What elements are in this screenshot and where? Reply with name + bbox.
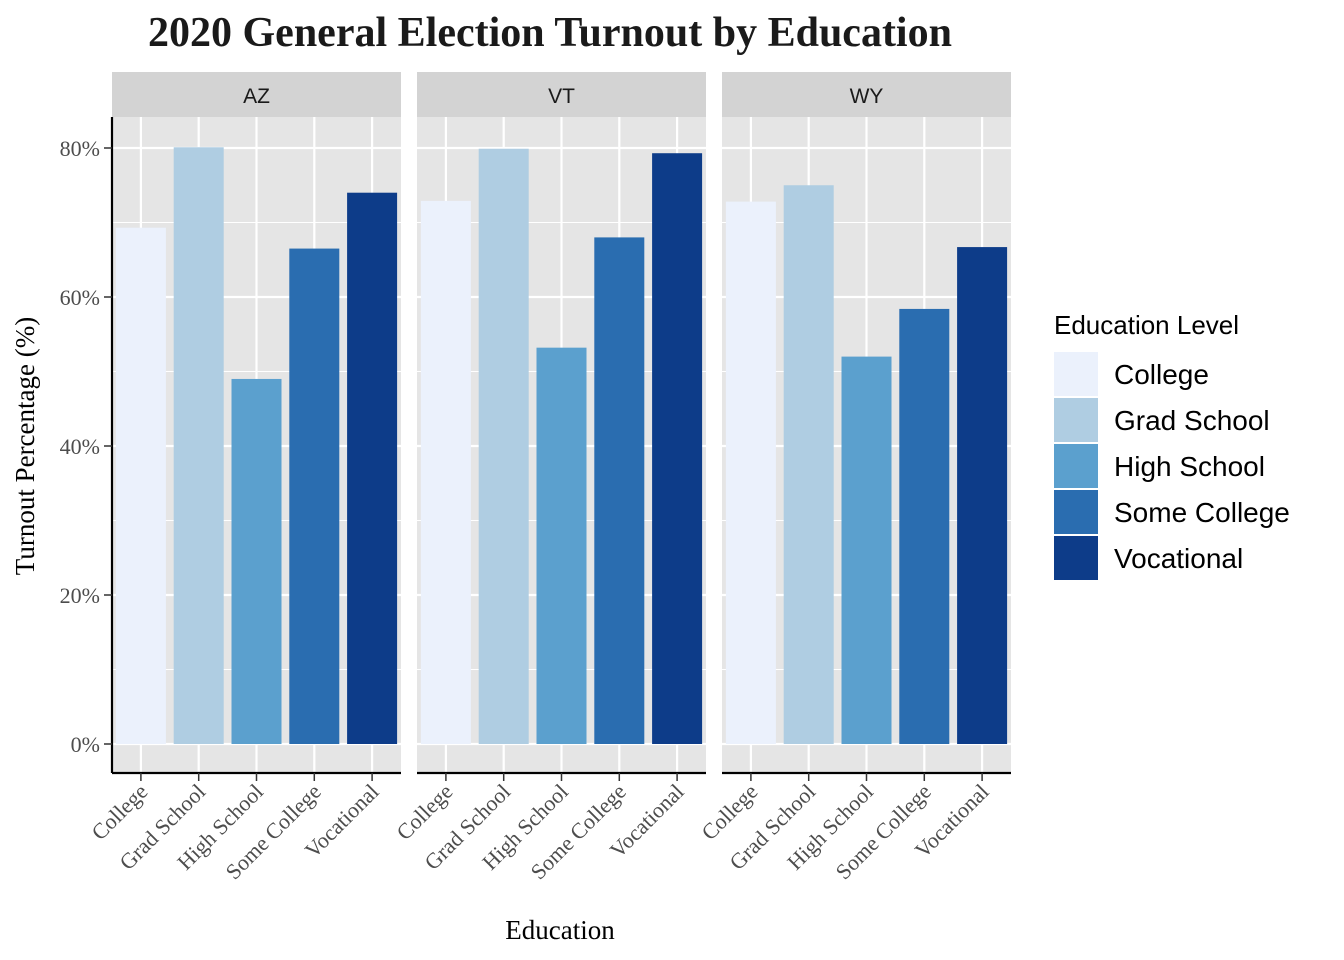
- bar-vt-college: [420, 200, 471, 744]
- bar-az-some-college: [289, 248, 340, 744]
- legend-entry-label: Vocational: [1114, 543, 1243, 574]
- legend-key: [1054, 490, 1098, 534]
- legend-entry-label: College: [1114, 359, 1209, 390]
- legend-entry-label: Grad School: [1114, 405, 1270, 436]
- legend-entry-label: High School: [1114, 451, 1265, 482]
- bar-wy-some-college: [899, 308, 950, 744]
- y-tick-label: 0%: [71, 732, 100, 757]
- legend-key: [1054, 444, 1098, 488]
- legend-key: [1054, 352, 1098, 396]
- bar-az-grad-school: [173, 147, 224, 744]
- bar-vt-high-school: [536, 347, 587, 744]
- facet-strip: [722, 72, 1011, 117]
- bar-wy-grad-school: [783, 185, 834, 744]
- y-tick-label: 60%: [60, 285, 100, 310]
- legend-entry-label: Some College: [1114, 497, 1290, 528]
- bar-vt-grad-school: [478, 148, 529, 744]
- facet-strip-label: WY: [850, 85, 884, 108]
- facet-strip-label: AZ: [243, 85, 270, 108]
- x-axis-label: Education: [505, 915, 615, 945]
- bar-vt-vocational: [652, 153, 703, 745]
- bar-az-college: [115, 227, 166, 745]
- legend: Education Level College Grad School High S…: [1054, 310, 1290, 580]
- legend-title: Education Level: [1054, 310, 1239, 340]
- chart-title: 2020 General Election Turnout by Educati…: [148, 10, 952, 56]
- y-tick-label: 80%: [60, 136, 100, 161]
- facet-strip-label: VT: [548, 85, 575, 108]
- bar-az-high-school: [231, 378, 282, 744]
- y-axis: 0% 20% 40% 60% 80%: [60, 117, 114, 773]
- facet-strip: [417, 72, 706, 117]
- bar-az-vocational: [347, 192, 398, 744]
- legend-key: [1054, 536, 1098, 580]
- facet-strip: [112, 72, 401, 117]
- bar-vt-some-college: [594, 237, 645, 744]
- y-axis-label: Turnout Percentage (%): [10, 317, 40, 575]
- y-tick-label: 40%: [60, 434, 100, 459]
- bar-wy-vocational: [957, 247, 1008, 744]
- bar-wy-college: [725, 201, 776, 744]
- bar-wy-high-school: [841, 356, 892, 744]
- y-tick-label: 20%: [60, 583, 100, 608]
- legend-key: [1054, 398, 1098, 442]
